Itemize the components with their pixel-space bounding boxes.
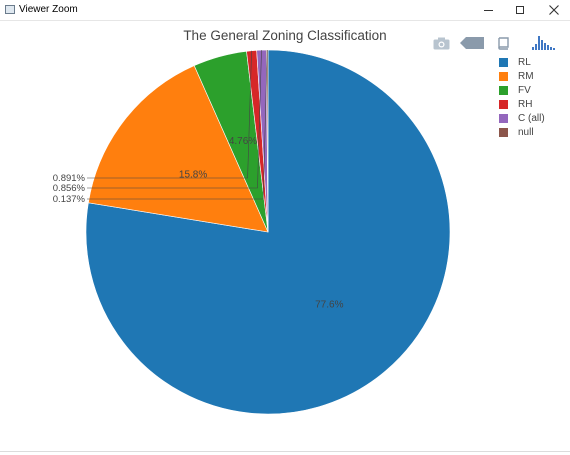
legend-label: RM [518, 70, 534, 82]
legend-item[interactable]: RH [499, 97, 545, 111]
slice-label: 4.76% [229, 136, 257, 147]
slice-label-leader [87, 50, 262, 189]
slice-label: 15.8% [179, 170, 207, 181]
plotly-logo-button[interactable] [532, 34, 556, 52]
window-bottom-border [0, 451, 570, 452]
pie-slice-rm[interactable] [88, 65, 269, 233]
download-plot-button[interactable] [433, 34, 450, 52]
legend-item[interactable]: FV [499, 83, 545, 97]
legend-item[interactable]: null [499, 125, 545, 139]
tag-icon [460, 37, 484, 49]
legend-label: null [518, 126, 534, 138]
slice-label: 0.137% [53, 194, 86, 205]
legend-item[interactable]: C (all) [499, 111, 545, 125]
slice-label: 77.6% [315, 300, 343, 311]
book-icon [498, 36, 509, 50]
legend-label: RH [518, 98, 533, 110]
app-window-icon [5, 5, 15, 14]
slice-label: 0.856% [53, 183, 86, 194]
camera-icon [433, 37, 450, 49]
minimize-icon [484, 9, 493, 11]
legend-swatch [499, 113, 508, 123]
legend-swatch [499, 99, 508, 109]
legend-swatch [499, 71, 508, 81]
legend-label: C (all) [518, 112, 545, 124]
legend-item[interactable]: RM [499, 69, 545, 83]
close-button[interactable] [537, 0, 570, 20]
plotly-logo-icon [532, 36, 555, 50]
legend-swatch [499, 57, 508, 67]
show-closest-button[interactable] [497, 34, 510, 52]
slice-label-leader [87, 50, 252, 179]
legend-label: FV [518, 84, 531, 96]
slice-label-leader [87, 49, 268, 200]
toggle-hover-button[interactable] [460, 34, 484, 52]
window-title: Viewer Zoom [19, 4, 78, 15]
maximize-button[interactable] [503, 0, 536, 20]
legend-item[interactable]: RL [499, 55, 545, 69]
minimize-button[interactable] [472, 0, 505, 20]
close-icon [548, 5, 559, 15]
legend-swatch [499, 127, 508, 137]
slice-label: 0.891% [53, 173, 86, 184]
legend-label: RL [518, 56, 531, 68]
maximize-icon [515, 6, 524, 14]
legend-swatch [499, 85, 508, 95]
window-titlebar: Viewer Zoom [0, 0, 570, 21]
chart-title: The General Zoning Classification [183, 28, 387, 43]
legend: RL RM FV RH C (all) null [499, 55, 545, 139]
